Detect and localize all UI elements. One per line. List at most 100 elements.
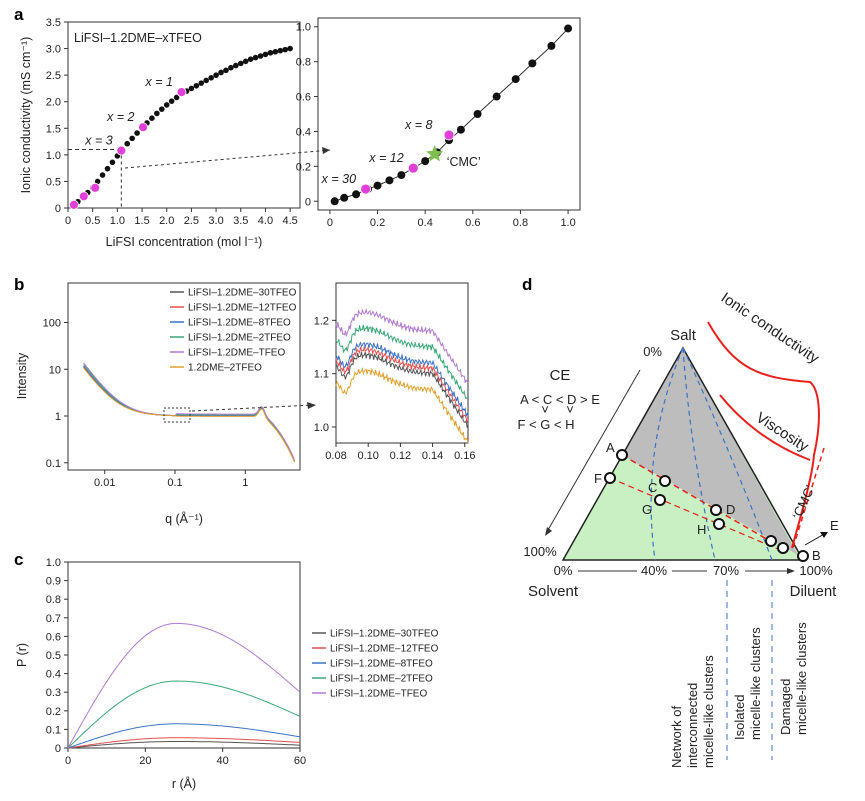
data-point [330, 197, 339, 206]
pct-bottom-right: 100% [799, 563, 833, 578]
label-C: C [648, 480, 657, 495]
x-tick-label: 4.0 [258, 215, 273, 227]
x-tick-label: 0.14 [422, 450, 443, 462]
data-point [282, 46, 288, 53]
x-tick-label: 40 [217, 755, 229, 767]
ce-title: CE [550, 367, 571, 384]
data-point [158, 106, 165, 112]
vertex-solvent: Solvent [528, 583, 579, 600]
highlight-point [69, 199, 79, 210]
data-point [104, 165, 111, 172]
panel-label-c: c [14, 550, 23, 569]
blue-dash-3 [682, 347, 773, 561]
x-tick-label: 0.4 [418, 217, 433, 229]
highlight-point [443, 129, 455, 141]
region2-line1: Isolated [732, 694, 747, 740]
pr-curve [67, 741, 301, 749]
pct-top: 0% [643, 344, 662, 359]
x-axis-label-b: q (Å⁻¹) [165, 511, 203, 526]
label-B: B [812, 548, 821, 563]
data-point [228, 64, 234, 71]
ternary-diagram: A F C G D H E B Salt Solvent Diluent 0% … [517, 289, 839, 768]
plot-frame [67, 21, 301, 209]
y-tick-label: 100 [43, 318, 61, 330]
y-tick-label: 1.0 [296, 22, 311, 34]
zoom-curve [335, 324, 469, 400]
highlight-point [90, 182, 101, 193]
highlight-point [116, 145, 127, 156]
y-tick-label: 10 [49, 364, 61, 376]
data-point [188, 85, 195, 92]
y-tick-label: 1.0 [314, 422, 329, 434]
y-axis-label-b: Intensity [15, 352, 29, 399]
zoom-arrowhead [307, 402, 316, 409]
viscosity-curve [719, 394, 811, 461]
ce-line1: A < C < D > E [520, 392, 600, 407]
y-tick-label: 0.7 [46, 613, 61, 625]
legend-label: LiFSI–1.2DME–8TFEO [188, 318, 291, 329]
data-point [385, 176, 394, 185]
red-dash-2 [609, 477, 786, 553]
y-tick-label: 0 [305, 196, 311, 208]
viscosity-label: Viscosity [753, 409, 812, 456]
x-tick-label: 20 [139, 755, 151, 767]
data-point [262, 51, 269, 58]
y-tick-label: 2.5 [46, 70, 61, 82]
y-axis-label: Ionic conductivity (mS cm⁻¹) [19, 37, 33, 194]
region-label-damaged: Damaged micelle-like clusters [778, 622, 809, 735]
panel-label-a: a [14, 5, 24, 24]
ce-line2b: ˅ [566, 402, 574, 417]
x-tick-label: 1.5 [134, 215, 149, 227]
legend-label: LiFSI–1.2DME–12TFEO [330, 644, 439, 655]
ionic-conductivity-curve [707, 321, 820, 549]
data-point [193, 82, 200, 89]
cmc-star [426, 145, 444, 162]
point-A [616, 449, 628, 461]
x-tick-label: 0.1 [167, 477, 182, 489]
data-point [397, 171, 406, 180]
y-axis-label-c: P (r) [15, 643, 29, 667]
chart-b-left: 0.01 0.1 1 0.1 1 10 100 LiFSI–1.2DME–30TFEO LiF… [15, 282, 316, 526]
data-point [99, 172, 106, 178]
zoom-curve [335, 307, 469, 383]
legend-label: 1.2DME–2TFEO [188, 363, 262, 374]
point-G [654, 494, 666, 506]
data-point [473, 110, 482, 118]
pct-left: 100% [523, 544, 557, 559]
data-point [218, 69, 224, 76]
x-tick-label: 1.0 [110, 215, 125, 227]
cmc-label: ‘CMC’ [447, 155, 481, 169]
data-point [233, 62, 239, 69]
region-label-isolated: Isolated micelle-like clusters [732, 627, 763, 740]
data-point [213, 72, 219, 78]
x-label: x = 30 [321, 172, 356, 186]
x-tick-label: 4.5 [282, 215, 297, 227]
pct-70: 70% [713, 563, 739, 578]
data-point [257, 53, 264, 59]
data-point [173, 94, 180, 101]
data-point [134, 130, 140, 136]
point-F [604, 472, 616, 484]
chart-c: 0 20 40 60 0 0.1 0.2 0.3 0.4 0.5 0.6 0.7 0.8 0.9 1.0 L… [15, 557, 439, 791]
data-point [352, 190, 361, 199]
y-tick-label: 0 [55, 743, 61, 755]
y-tick-label: 0.8 [296, 57, 311, 69]
label-E: E [830, 518, 839, 533]
data-point [154, 110, 160, 117]
data-point [287, 45, 293, 52]
point-B [797, 550, 809, 562]
data-point [242, 58, 249, 65]
highlight-point [360, 183, 372, 195]
data-point [340, 193, 349, 202]
pr-curve [67, 723, 301, 749]
y-tick-label: 1.5 [46, 123, 61, 135]
data-point [124, 140, 131, 147]
pct-bottom-left: 0% [554, 563, 573, 578]
legend-label: LiFSI–1.2DME–2TFEO [188, 333, 291, 344]
y-tick-label: 1.1 [314, 369, 329, 381]
data-point [94, 178, 101, 185]
x-tick-label: 1.0 [560, 217, 575, 229]
chart-a-left: LiFSI–1.2DME–xTFEO 0 0.5 1.0 1.5 2.0 2.5 3.0 3.… [19, 17, 301, 249]
left-axis-arrowhead [545, 527, 552, 536]
legend-label: LiFSI–1.2DME–12TFEO [188, 303, 297, 314]
